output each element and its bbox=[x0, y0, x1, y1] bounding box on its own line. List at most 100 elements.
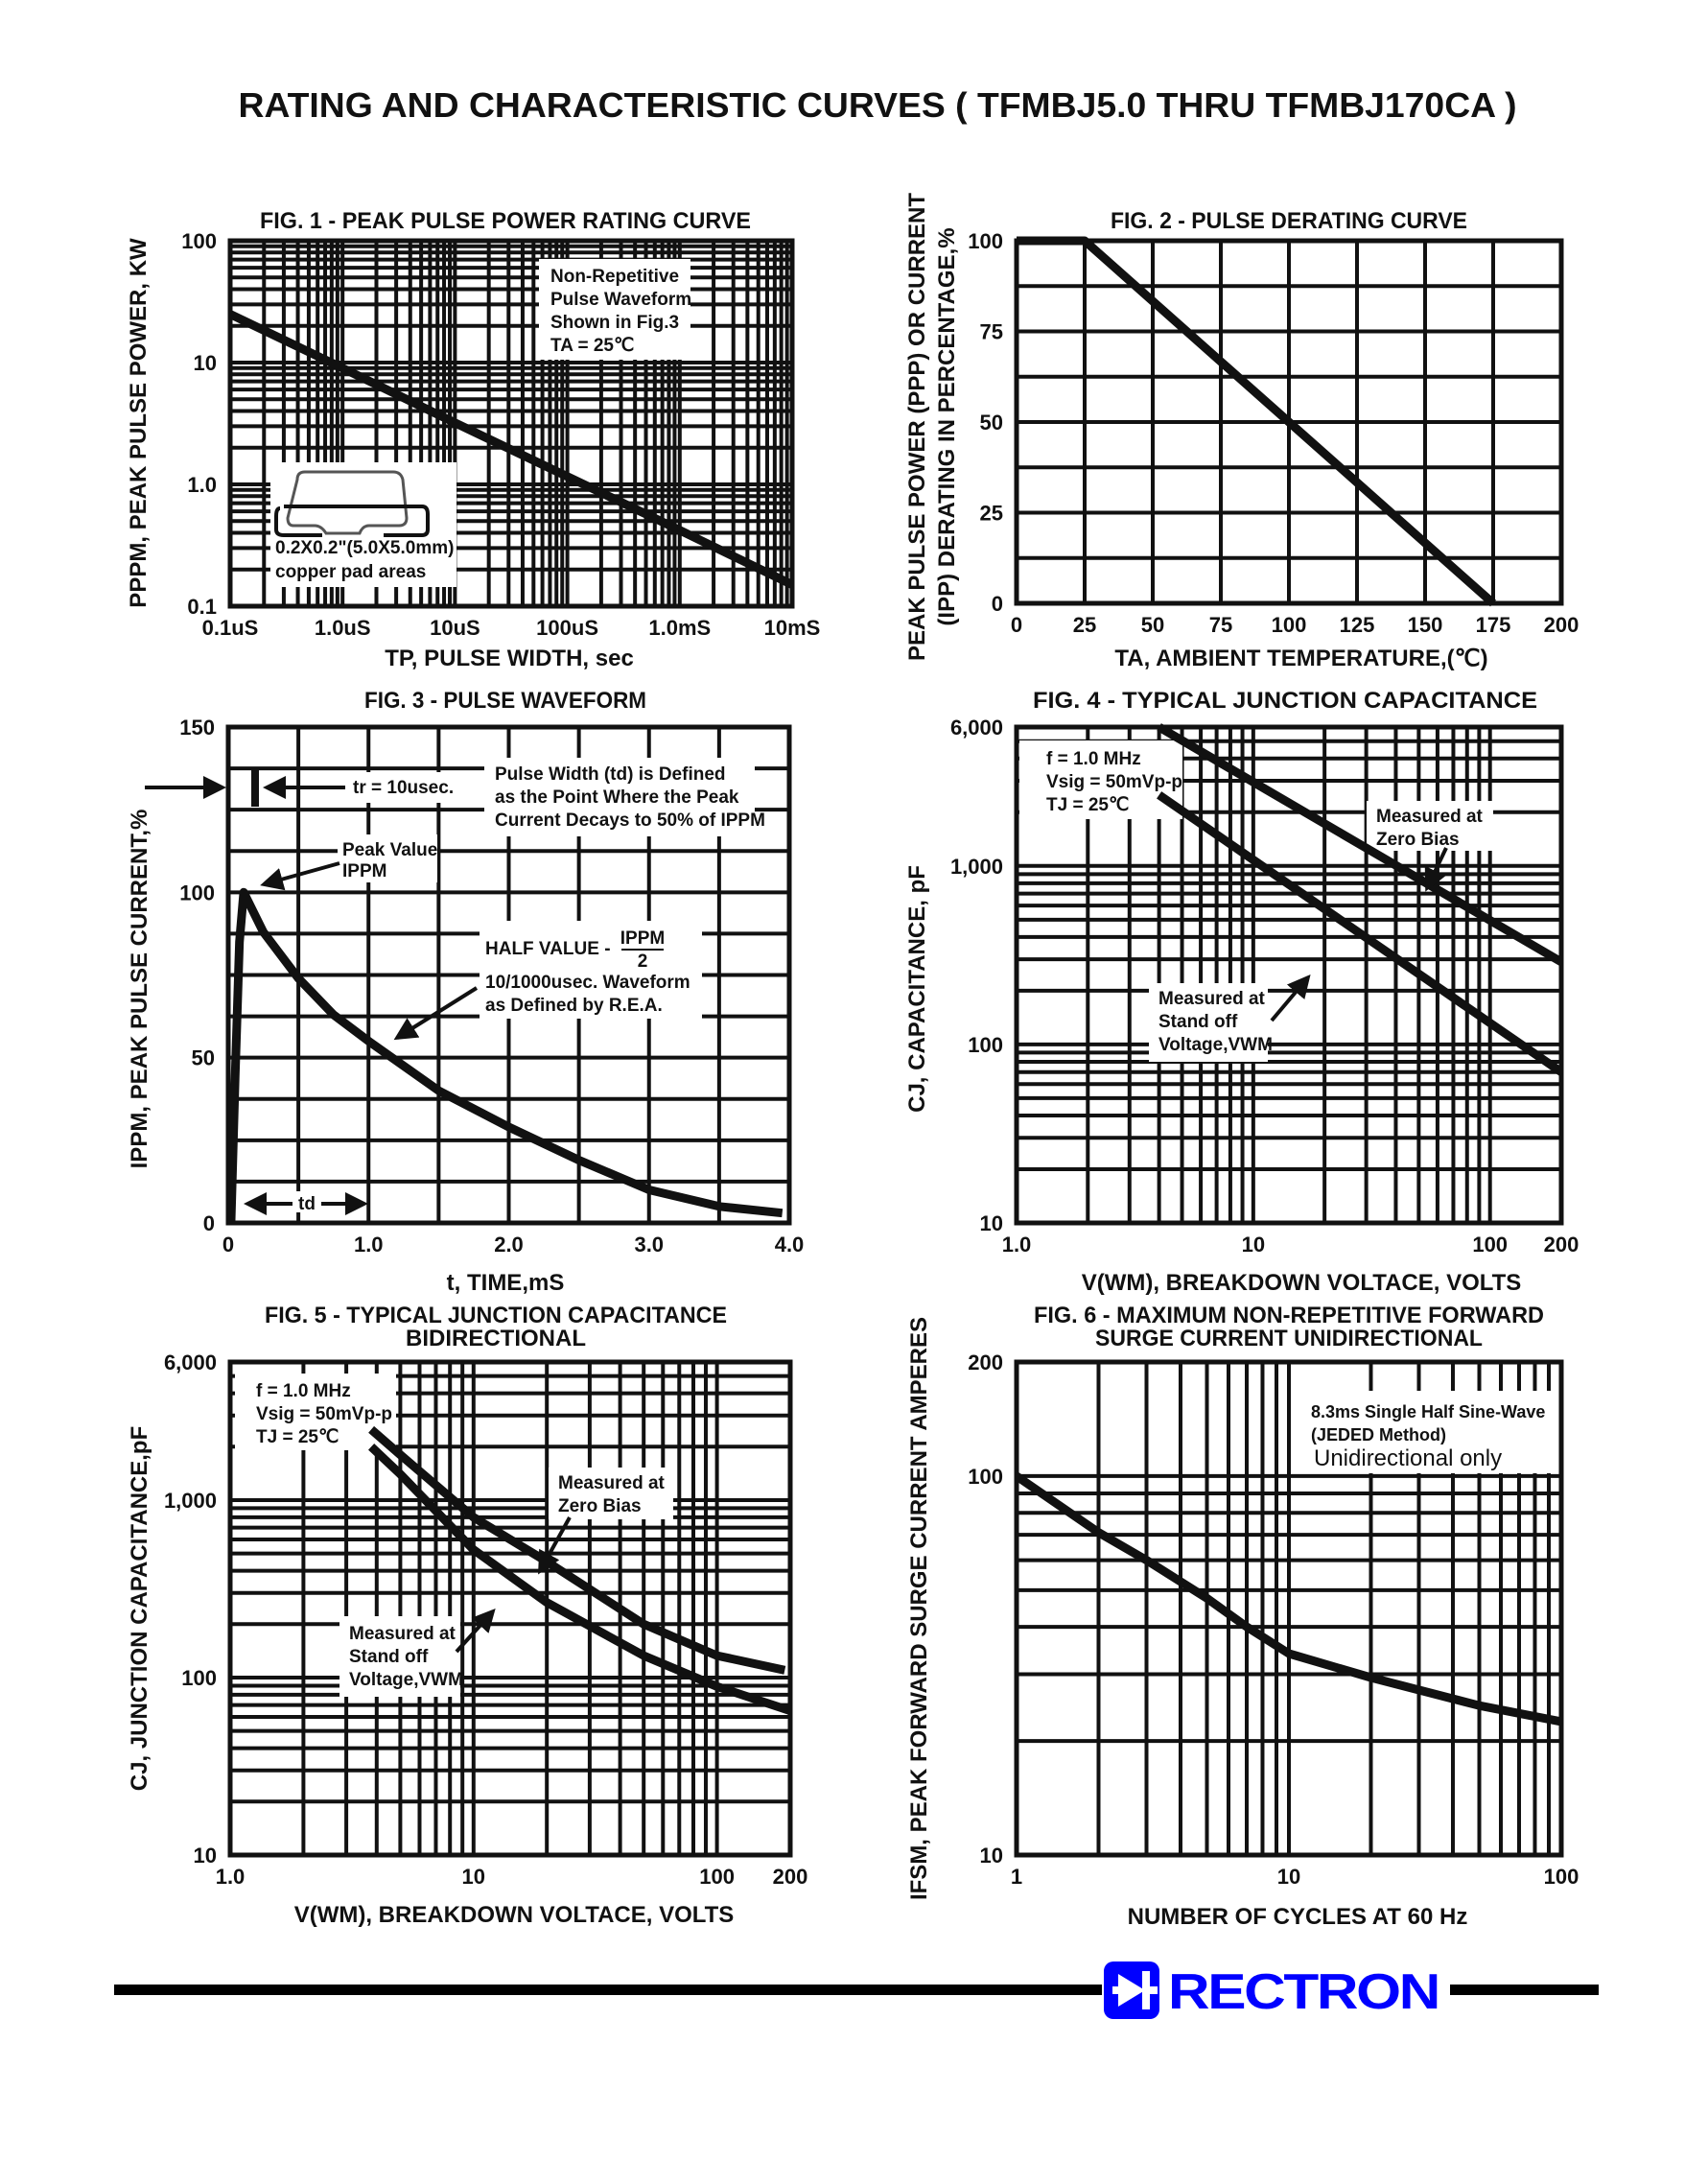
fig1-x-tick-label: 1.0mS bbox=[648, 616, 711, 640]
annotation-boxes bbox=[235, 259, 1556, 1697]
fig3-series-1-curve bbox=[226, 887, 784, 1224]
fig4-y-tick-label: 1,000 bbox=[950, 855, 1003, 879]
fig2-y-tick-label: 0 bbox=[992, 592, 1003, 616]
fig5-title-2: BIDIRECTIONAL bbox=[406, 1326, 586, 1351]
fig1-series-1-curve bbox=[228, 310, 794, 589]
fig1-x-tick-label: 10mS bbox=[764, 616, 821, 640]
fig4-y-tick-label: 10 bbox=[980, 1211, 1003, 1235]
fig3-y-tick-label: 100 bbox=[179, 881, 215, 904]
fig2-title: FIG. 2 - PULSE DERATING CURVE bbox=[1111, 208, 1467, 234]
fig4-series-1-curve bbox=[1157, 723, 1564, 966]
fig3-width-3: Current Decays to 50% of IPPM bbox=[495, 810, 765, 831]
fig2-x-tick-label: 200 bbox=[1544, 613, 1579, 637]
fig1-y-tick-label: 1.0 bbox=[187, 473, 217, 497]
fig6-y-tick-label: 200 bbox=[968, 1351, 1003, 1374]
fig6-x-tick-label: 10 bbox=[1277, 1865, 1300, 1889]
fig3-tr-bar bbox=[251, 768, 259, 807]
fig2: FIG. 2 - PULSE DERATING CURVE PEAK PULSE… bbox=[904, 193, 1488, 671]
fig6-ylabel: IFSM, PEAK FORWARD SURGE CURRENT AMPERES bbox=[906, 1317, 932, 1900]
fig5-y-tick-label: 6,000 bbox=[164, 1351, 217, 1374]
fig1-title: FIG. 1 - PEAK PULSE POWER RATING CURVE bbox=[260, 208, 751, 234]
fig3-y-tick-label: 50 bbox=[192, 1046, 215, 1070]
fig2-y-tick-label: 25 bbox=[980, 502, 1003, 526]
fig5-cond-box bbox=[235, 1374, 396, 1450]
fig3-td-label: td bbox=[298, 1194, 316, 1214]
fig5-y-tick-label: 1,000 bbox=[164, 1489, 217, 1513]
fig4-standoff-2: Stand off bbox=[1158, 1012, 1238, 1032]
fig5-zero-2: Zero Bias bbox=[558, 1496, 642, 1516]
diode-icon bbox=[1104, 1961, 1159, 2019]
fig1-x-tick-label: 100uS bbox=[536, 616, 598, 640]
fig5-standoff-2: Stand off bbox=[349, 1647, 429, 1667]
fig5-xlabel: V(WM), BREAKDOWN VOLTACE, VOLTS bbox=[294, 1902, 735, 1928]
fig3-tr-box bbox=[338, 772, 453, 803]
fig3-peak-1: Peak Value bbox=[342, 840, 437, 860]
fig1-x-tick-label: 10uS bbox=[430, 616, 480, 640]
fig3-width-box bbox=[484, 758, 755, 836]
fig3-width-1: Pulse Width (td) is Defined bbox=[495, 764, 726, 785]
fig6-x-tick-label: 100 bbox=[1544, 1865, 1579, 1889]
fig3-half-num: IPPM bbox=[620, 928, 665, 949]
fig4-standoff-box bbox=[1149, 983, 1268, 1062]
fig2-x-tick-label: 50 bbox=[1141, 613, 1164, 637]
fig3-wave-1: 10/1000usec. Waveform bbox=[485, 973, 690, 993]
fig6-y-tick-label: 100 bbox=[968, 1465, 1003, 1489]
fig5-standoff-box bbox=[339, 1616, 460, 1697]
fig2-y-tick-label: 100 bbox=[968, 229, 1003, 253]
fig2-grid bbox=[1017, 241, 1561, 603]
fig1-note-4: TA = 25℃ bbox=[550, 336, 634, 356]
fig5-ylabel: CJ, JUNCTION CAPACITANCE,pF bbox=[127, 1426, 152, 1791]
fig3-peak-2: IPPM bbox=[342, 861, 386, 881]
fig5-standoff-arrow bbox=[455, 1609, 496, 1654]
page-title: RATING AND CHARACTERISTIC CURVES ( TFMBJ… bbox=[239, 85, 1517, 125]
fig2-x-tick-label: 75 bbox=[1209, 613, 1232, 637]
fig1-y-tick-label: 10 bbox=[194, 351, 217, 375]
fig5-standoff-1: Measured at bbox=[349, 1624, 456, 1644]
fig3-wave-arrow bbox=[393, 986, 479, 1041]
fig3-y-tick-label: 0 bbox=[203, 1211, 215, 1235]
fig1: FIG. 1 - PEAK PULSE POWER RATING CURVE P… bbox=[126, 208, 751, 671]
fig5-cond-1: f = 1.0 MHz bbox=[256, 1381, 351, 1401]
fig4-standoff-3: Voltage,VWM bbox=[1158, 1035, 1273, 1055]
fig4-x-tick-label: 1.0 bbox=[1002, 1233, 1032, 1257]
fig3-xlabel: t, TIME,mS bbox=[447, 1270, 565, 1296]
fig3-y-tick-label: 150 bbox=[179, 716, 215, 740]
fig5-x-tick-label: 200 bbox=[773, 1865, 808, 1889]
fig5-x-tick-label: 100 bbox=[699, 1865, 735, 1889]
fig1-note-2: Pulse Waveform bbox=[550, 290, 691, 310]
fig2-xlabel: TA, AMBIENT TEMPERATURE,(℃) bbox=[1114, 646, 1487, 671]
fig4-x-tick-label: 10 bbox=[1242, 1233, 1265, 1257]
fig1-y-tick-label: 100 bbox=[181, 229, 217, 253]
fig2-x-tick-label: 150 bbox=[1408, 613, 1443, 637]
fig1-x-tick-label: 1.0uS bbox=[315, 616, 371, 640]
fig4-frame bbox=[1014, 724, 1564, 1226]
fig5-zero-1: Measured at bbox=[558, 1473, 666, 1493]
fig3-x-tick-label: 4.0 bbox=[775, 1233, 805, 1257]
fig4-xlabel: V(WM), BREAKDOWN VOLTACE, VOLTS bbox=[1082, 1270, 1522, 1296]
fig5-x-tick-label: 10 bbox=[462, 1865, 485, 1889]
fig3-wave-2: as Defined by R.E.A. bbox=[485, 996, 663, 1016]
fig2-ylabel-1: PEAK PULSE POWER (PPP) OR CURRENT bbox=[904, 193, 930, 661]
fig2-x-tick-label: 0 bbox=[1011, 613, 1022, 637]
fig6-title-1: FIG. 6 - MAXIMUM NON-REPETITIVE FORWARD bbox=[1034, 1303, 1544, 1328]
fig6-xlabel: NUMBER OF CYCLES AT 60 Hz bbox=[1128, 1904, 1468, 1930]
fig5-zero-box bbox=[549, 1468, 673, 1519]
fig4-series-2-curve bbox=[1157, 791, 1564, 1076]
fig4-title: FIG. 4 - TYPICAL JUNCTION CAPACITANCE bbox=[1033, 688, 1537, 714]
fig1-pad-size: 0.2X0.2"(5.0X5.0mm) bbox=[275, 538, 454, 558]
fig5-cond-2: Vsig = 50mVp-p bbox=[256, 1404, 392, 1424]
tick-layer: 0.1uS 1.0uS 10uS 100uS 1.0mS 10mS0.11.0101000… bbox=[164, 229, 1579, 1889]
fig4-standoff-arrow bbox=[1270, 974, 1311, 1022]
fig5-x-tick-label: 1.0 bbox=[216, 1865, 246, 1889]
fig3-x-tick-label: 2.0 bbox=[494, 1233, 524, 1257]
fig5-standoff-3: Voltage,VWM bbox=[349, 1670, 463, 1690]
package-pad-icon bbox=[274, 470, 430, 537]
fig3-peak-box bbox=[338, 834, 437, 882]
fig5-series-2-curve bbox=[368, 1444, 792, 1715]
fig3-peak-arrow bbox=[260, 861, 340, 891]
fig3-ylabel: IPPM, PEAK PULSE CURRENT,% bbox=[127, 810, 152, 1169]
fig3-half-box bbox=[480, 921, 702, 1019]
fig4-x-tick-label: 200 bbox=[1544, 1233, 1579, 1257]
fig6-note-1: 8.3ms Single Half Sine-Wave bbox=[1311, 1402, 1545, 1421]
